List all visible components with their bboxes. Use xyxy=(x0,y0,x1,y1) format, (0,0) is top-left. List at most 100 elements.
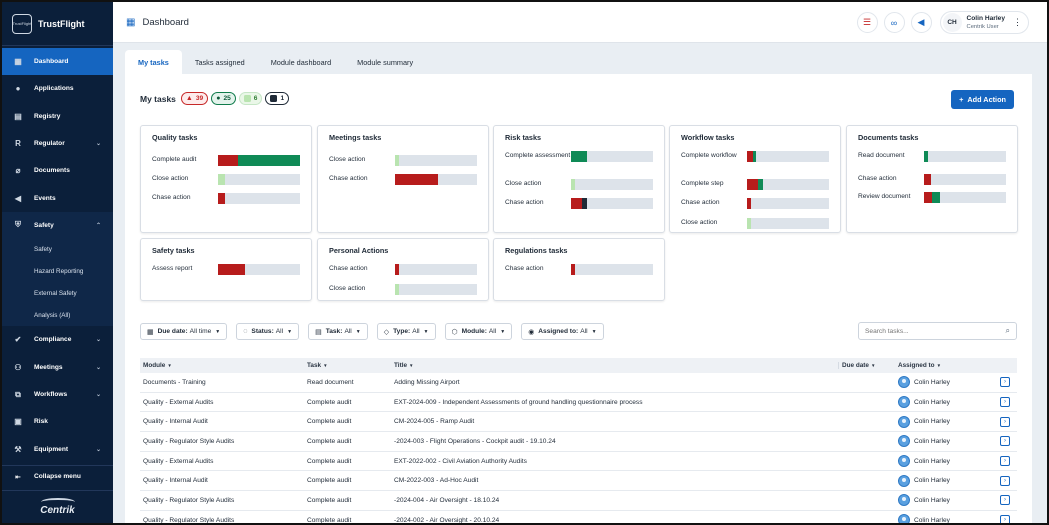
open-row-chevron-icon[interactable]: › xyxy=(1000,416,1010,427)
assignee-name: Colin Harley xyxy=(914,398,950,406)
task-card[interactable]: Safety tasks Assess report xyxy=(140,238,312,301)
my-tasks-summary: My tasks ▲ 39 ● 25 6 1 xyxy=(140,92,292,105)
registry-icon: ▤ xyxy=(14,111,22,121)
task-row[interactable]: Chase action xyxy=(152,191,302,205)
col-assigned-to[interactable]: Assigned to ▼ xyxy=(898,362,993,369)
sidebar-subitem-external-safety[interactable]: External Safety xyxy=(2,282,113,305)
overdue-badge[interactable]: ▲ 39 xyxy=(180,92,209,105)
task-row[interactable]: Complete workflow xyxy=(681,149,831,163)
filter-module[interactable]: ⬡ Module: All ▼ xyxy=(444,323,513,340)
sidebar-item-risk[interactable]: ▣ Risk xyxy=(2,408,113,435)
brand[interactable]: TrustFlight TrustFlight xyxy=(2,2,113,46)
table-row[interactable]: Quality - Internal Audit Complete audit CM… xyxy=(140,412,1017,433)
table-body: Documents - Training Read document Adding … xyxy=(140,373,1017,524)
sidebar-item-regulator[interactable]: R Regulator ⌄ xyxy=(2,130,113,157)
task-row[interactable]: Chase action xyxy=(505,262,655,276)
task-row[interactable]: Close action xyxy=(329,153,479,167)
database-icon[interactable]: ☰ xyxy=(856,12,878,33)
sidebar-item-compliance[interactable]: ✔ Compliance ⌄ xyxy=(2,326,113,353)
task-row[interactable]: Read document xyxy=(858,149,1008,163)
upcoming-badge[interactable]: 6 xyxy=(238,92,263,105)
filter-status[interactable]: ◌ Status: All ▼ xyxy=(236,323,300,340)
task-card[interactable]: Risk tasks Complete assessment Close actio… xyxy=(493,125,665,233)
add-action-button[interactable]: + Add Action xyxy=(951,90,1014,109)
task-card[interactable]: Personal Actions Chase action Close action xyxy=(317,238,489,301)
task-card[interactable]: Workflow tasks Complete workflow Complete … xyxy=(669,125,841,233)
chevron-down-icon: ▼ xyxy=(215,328,221,335)
open-row-chevron-icon[interactable]: › xyxy=(1000,377,1010,388)
tab-my-tasks[interactable]: My tasks xyxy=(125,50,182,74)
tab-tasks-assigned[interactable]: Tasks assigned xyxy=(194,57,245,67)
megaphone-icon[interactable]: ◀ xyxy=(910,12,932,33)
task-row[interactable]: Close action xyxy=(505,177,655,191)
task-card[interactable]: Regulations tasks Chase action xyxy=(493,238,665,301)
sidebar-item-dashboard[interactable]: ▦ Dashboard xyxy=(2,48,113,76)
task-row[interactable]: Review document xyxy=(858,190,1008,204)
filter-task[interactable]: ▤ Task: All ▼ xyxy=(308,323,368,340)
open-row-chevron-icon[interactable]: › xyxy=(1000,436,1010,447)
sidebar-item-equipment[interactable]: ⚒ Equipment ⌄ xyxy=(2,435,113,462)
search-box: ⌕ xyxy=(858,322,1017,340)
task-row[interactable]: Complete assessment xyxy=(505,149,655,163)
filter-due-date[interactable]: ▦ Due date: All time ▼ xyxy=(140,323,228,340)
open-row-chevron-icon[interactable]: › xyxy=(1000,475,1010,486)
col-due-date[interactable]: Due date ▼ xyxy=(838,362,898,369)
task-row-label: Chase action xyxy=(858,175,897,182)
search-input[interactable] xyxy=(865,327,990,335)
open-row-chevron-icon[interactable]: › xyxy=(1000,456,1010,467)
search-icon[interactable]: ⌕ xyxy=(1005,326,1010,335)
sidebar-subitem-hazard-reporting[interactable]: Hazard Reporting xyxy=(2,260,113,283)
table-row[interactable]: Quality - External Audits Complete audit E… xyxy=(140,452,1017,472)
task-card[interactable]: Quality tasks Complete audit Close action C… xyxy=(140,125,312,233)
sidebar-item-applications[interactable]: ● Applications xyxy=(2,75,113,102)
sidebar-item-safety[interactable]: ⛨ Safety ⌃ xyxy=(2,211,113,240)
task-row[interactable]: Chase action xyxy=(858,172,1008,186)
table-row[interactable]: Quality - External Audits Complete audit E… xyxy=(140,393,1017,413)
table-row[interactable]: Quality - Regulator Style Audits Complete… xyxy=(140,491,1017,511)
sidebar-item-documents[interactable]: ⌀ Documents xyxy=(2,157,113,184)
task-card[interactable]: Meetings tasks Close action Chase action xyxy=(317,125,489,233)
sidebar-item-workflows[interactable]: ⧉ Workflows ⌄ xyxy=(2,381,113,408)
other-badge[interactable]: 1 xyxy=(265,92,290,105)
table-row[interactable]: Documents - Training Read document Adding … xyxy=(140,373,1017,393)
task-row[interactable]: Close action xyxy=(152,172,302,186)
sidebar-item-meetings[interactable]: ⚇ Meetings ⌄ xyxy=(2,354,113,381)
tab-module-summary[interactable]: Module summary xyxy=(357,57,414,67)
filter-type[interactable]: ◇ Type: All ▼ xyxy=(376,323,436,340)
col-title[interactable]: Title ▼ xyxy=(394,362,838,369)
sidebar-item-events[interactable]: ◀ Events xyxy=(2,184,113,211)
table-row[interactable]: Quality - Internal Audit Complete audit CM… xyxy=(140,471,1017,492)
link-icon[interactable]: ∞ xyxy=(883,12,905,33)
task-row[interactable]: Chase action xyxy=(505,196,655,210)
sidebar-item-registry[interactable]: ▤ Registry xyxy=(2,103,113,130)
kebab-menu-icon[interactable]: ⋮ xyxy=(1013,17,1022,27)
user-menu[interactable]: CH Colin Harley Centrik User ⋮ xyxy=(939,11,1029,34)
tab-module-dashboard[interactable]: Module dashboard xyxy=(270,57,332,67)
open-row-chevron-icon[interactable]: › xyxy=(1000,515,1010,523)
filter-assigned-to[interactable]: ◉ Assigned to: All ▼ xyxy=(521,323,604,340)
cell-module: Quality - Internal Audit xyxy=(143,418,208,426)
open-row-chevron-icon[interactable]: › xyxy=(1000,495,1010,506)
task-row[interactable]: Assess report xyxy=(152,262,302,276)
open-row-chevron-icon[interactable]: › xyxy=(1000,397,1010,408)
table-row[interactable]: Quality - Regulator Style Audits Complete… xyxy=(140,511,1017,524)
col-task[interactable]: Task ▼ xyxy=(307,362,394,369)
collapse-menu-button[interactable]: ⇤ Collapse menu xyxy=(2,465,113,487)
task-row[interactable]: Complete step xyxy=(681,177,831,191)
cell-open: › xyxy=(993,416,1017,427)
col-module[interactable]: Module ▼ xyxy=(140,362,307,369)
task-row[interactable]: Close action xyxy=(329,282,479,296)
task-row[interactable]: Chase action xyxy=(329,262,479,276)
task-row[interactable]: Complete audit xyxy=(152,153,302,167)
task-row[interactable]: Chase action xyxy=(681,196,831,210)
task-row[interactable]: Chase action xyxy=(329,172,479,186)
sidebar-subitem-analysis-all[interactable]: Analysis (All) xyxy=(2,304,113,327)
task-row[interactable]: Close action xyxy=(681,216,831,230)
sidebar-subitem-safety[interactable]: Safety xyxy=(2,239,113,261)
cell-task: Complete audit xyxy=(307,516,352,524)
sidebar-item-label: Registry xyxy=(34,112,61,120)
sidebar-nav: ▦ Dashboard ● Applications ▤ Registry R … xyxy=(2,48,113,463)
table-row[interactable]: Quality - Regulator Style Audits Complete… xyxy=(140,432,1017,452)
task-card[interactable]: Documents tasks Read document Chase action… xyxy=(846,125,1018,233)
due-badge[interactable]: ● 25 xyxy=(211,92,236,105)
